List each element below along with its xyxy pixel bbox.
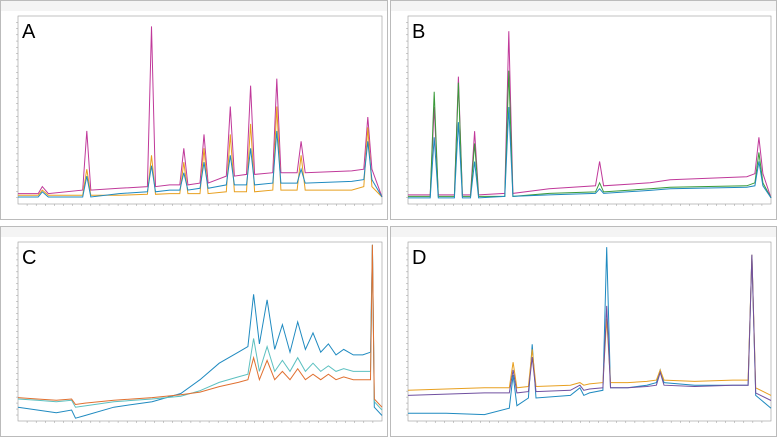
panel-label: C	[22, 247, 36, 269]
chromatogram-trace	[408, 106, 772, 199]
legend-strip	[391, 1, 776, 11]
chromatogram-trace	[18, 106, 383, 198]
chromatogram-trace	[408, 31, 772, 199]
legend-strip	[1, 227, 387, 237]
panel-label: B	[412, 21, 425, 43]
panel-frame	[0, 0, 388, 220]
chromatogram-trace	[17, 244, 383, 411]
legend-strip	[1, 1, 387, 11]
chromatogram-trace	[17, 244, 383, 419]
chromatogram-trace	[17, 244, 383, 408]
panel-frame	[0, 226, 388, 437]
panel-frame	[390, 226, 777, 437]
chromatogram-trace	[18, 26, 383, 198]
panel-label: A	[22, 21, 36, 43]
chromatogram-trace	[407, 254, 772, 401]
chromatogram-trace	[408, 70, 772, 199]
legend-strip	[391, 227, 776, 237]
chromatogram-trace	[18, 130, 383, 198]
panel-label: D	[412, 247, 426, 269]
